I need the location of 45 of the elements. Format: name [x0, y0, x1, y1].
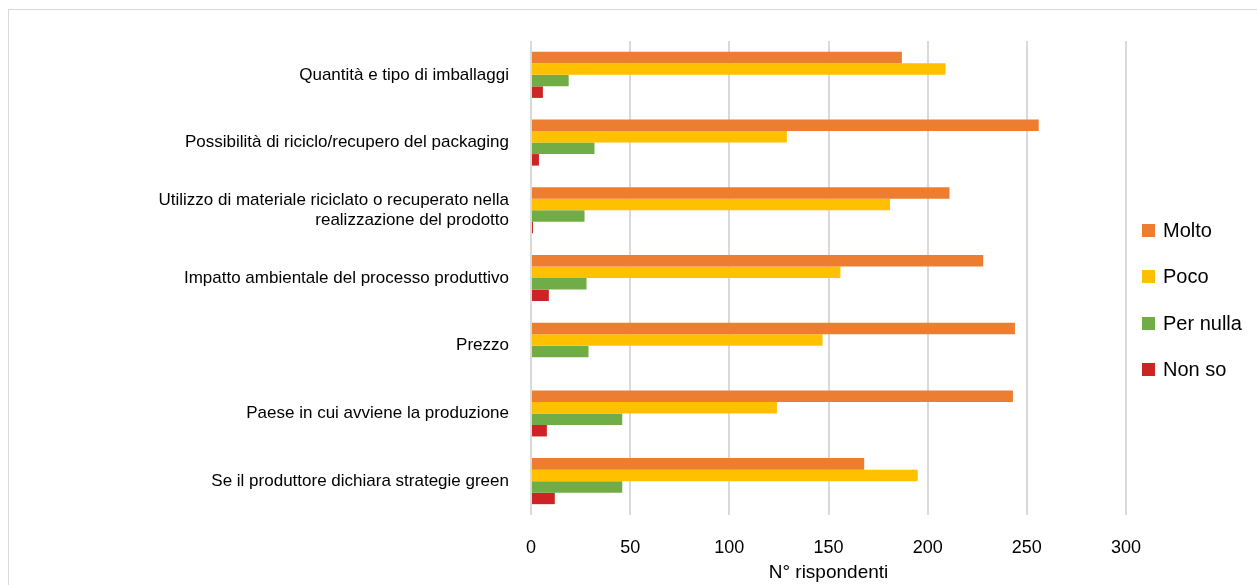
bar: [532, 154, 539, 166]
x-axis-title: N° rispondenti: [768, 560, 889, 582]
bar: [532, 266, 841, 278]
x-tick-label: 250: [1011, 536, 1042, 557]
bar: [532, 86, 543, 98]
y-tick-label: Prezzo: [456, 335, 509, 355]
bar: [532, 74, 569, 87]
legend-label: Poco: [1163, 265, 1209, 289]
legend-label: Per nulla: [1163, 311, 1242, 335]
bar: [532, 413, 623, 425]
y-tick-label: Impatto ambientale del processo produttivo: [183, 267, 509, 287]
x-tick-label: 0: [525, 536, 537, 557]
y-tick-label: Possibilità di riciclo/recupero del packaging: [184, 132, 509, 152]
legend-label: Non so: [1163, 358, 1227, 382]
y-tick-label: Utilizzo di materiale riciclato o recuperato nella realizzazione del prodotto: [158, 189, 510, 230]
bar: [532, 131, 787, 143]
y-tick-label: Paese in cui avviene la produzione: [246, 403, 509, 423]
x-tick-label: 200: [912, 536, 943, 557]
bar: [532, 63, 946, 75]
legend-label: Molto: [1163, 218, 1212, 242]
bar: [532, 210, 585, 222]
bar: [532, 322, 1015, 335]
bar: [532, 334, 823, 346]
bar: [532, 142, 595, 155]
bar: [532, 458, 865, 470]
bar: [532, 492, 555, 505]
bar: [532, 254, 984, 267]
y-tick-label: Quantità e tipo di imballaggi: [299, 64, 509, 84]
y-tick-label: Se il produttore dichiara strategie green: [211, 470, 509, 490]
bar: [532, 390, 1013, 402]
bar: [532, 289, 549, 302]
bar: [532, 469, 918, 482]
bar: [532, 401, 777, 414]
x-tick-label: 50: [620, 536, 641, 557]
x-tick-label: 150: [813, 536, 844, 557]
bar: [532, 424, 547, 437]
bar: [532, 51, 902, 64]
bar: [532, 119, 1039, 132]
bar: [532, 198, 890, 211]
x-tick-label: 300: [1110, 536, 1142, 557]
bar: [532, 278, 587, 290]
x-tick-label: 100: [714, 536, 745, 557]
bar: [532, 345, 589, 358]
bar: [532, 187, 950, 199]
bar: [532, 481, 623, 493]
